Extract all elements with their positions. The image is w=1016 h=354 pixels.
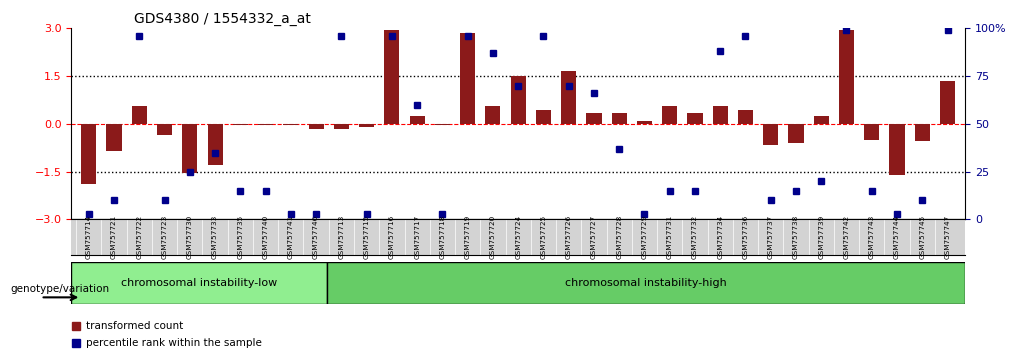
Text: GSM757741: GSM757741 [288,215,294,259]
Bar [283,124,299,125]
Text: GSM757729: GSM757729 [641,215,647,259]
Bar [712,106,727,124]
Text: chromosomal instability-high: chromosomal instability-high [565,278,726,288]
Text: GSM757734: GSM757734 [717,215,723,259]
FancyBboxPatch shape [71,262,326,304]
Text: GSM757745: GSM757745 [919,215,926,259]
Text: genotype/variation: genotype/variation [10,284,110,293]
Bar [662,106,678,124]
Bar [612,113,627,124]
Text: GDS4380 / 1554332_a_at: GDS4380 / 1554332_a_at [134,12,311,26]
Text: GSM757732: GSM757732 [692,215,698,259]
Bar [940,81,955,124]
Text: GSM757738: GSM757738 [792,215,799,259]
Bar [535,110,551,124]
Text: GSM757725: GSM757725 [541,215,547,259]
Bar [207,124,223,165]
Text: percentile rank within the sample: percentile rank within the sample [86,338,262,348]
Bar [763,124,778,144]
Text: GSM757730: GSM757730 [187,215,193,259]
Text: GSM757727: GSM757727 [591,215,597,259]
Bar [738,110,753,124]
Text: GSM757735: GSM757735 [238,215,244,259]
Text: GSM757716: GSM757716 [389,215,395,259]
Bar [309,124,324,129]
Text: GSM757731: GSM757731 [666,215,673,259]
Text: GSM757728: GSM757728 [616,215,622,259]
Bar [561,71,576,124]
Text: GSM757721: GSM757721 [111,215,117,259]
Text: GSM757726: GSM757726 [566,215,572,259]
Bar [839,30,854,124]
Text: GSM757747: GSM757747 [945,215,951,259]
Bar [81,124,97,184]
Bar [182,124,197,173]
Bar [258,124,273,125]
Bar [460,33,475,124]
Bar [435,124,450,125]
Bar [486,106,501,124]
Text: GSM757746: GSM757746 [313,215,319,259]
Bar [814,116,829,124]
Text: GSM757744: GSM757744 [894,215,900,259]
Text: GSM757740: GSM757740 [262,215,268,259]
Text: GSM757714: GSM757714 [85,215,91,259]
Bar [688,113,702,124]
Text: GSM757736: GSM757736 [743,215,749,259]
Text: GSM757733: GSM757733 [212,215,218,259]
Text: GSM757719: GSM757719 [464,215,470,259]
FancyBboxPatch shape [326,262,965,304]
Bar [233,124,248,125]
Bar [359,124,374,127]
Bar [889,124,904,175]
Text: GSM757718: GSM757718 [439,215,445,259]
Text: GSM757715: GSM757715 [364,215,370,259]
Bar [914,124,930,141]
Bar [409,116,425,124]
Bar [637,121,652,124]
Bar [865,124,879,140]
Bar [384,30,399,124]
Text: chromosomal instability-low: chromosomal instability-low [121,278,277,288]
Text: GSM757717: GSM757717 [415,215,421,259]
Bar [586,113,601,124]
Text: GSM757742: GSM757742 [843,215,849,259]
Text: GSM757720: GSM757720 [490,215,496,259]
Bar [788,124,804,143]
Text: GSM757724: GSM757724 [515,215,521,259]
Text: GSM757739: GSM757739 [818,215,824,259]
Bar [107,124,122,151]
Bar [132,106,147,124]
Text: GSM757743: GSM757743 [869,215,875,259]
Bar [511,76,525,124]
Text: transformed count: transformed count [86,321,184,331]
Bar [334,124,348,129]
Bar [157,124,172,135]
Text: GSM757723: GSM757723 [162,215,168,259]
Text: GSM757737: GSM757737 [768,215,774,259]
Text: GSM757722: GSM757722 [136,215,142,259]
Text: GSM757713: GSM757713 [338,215,344,259]
